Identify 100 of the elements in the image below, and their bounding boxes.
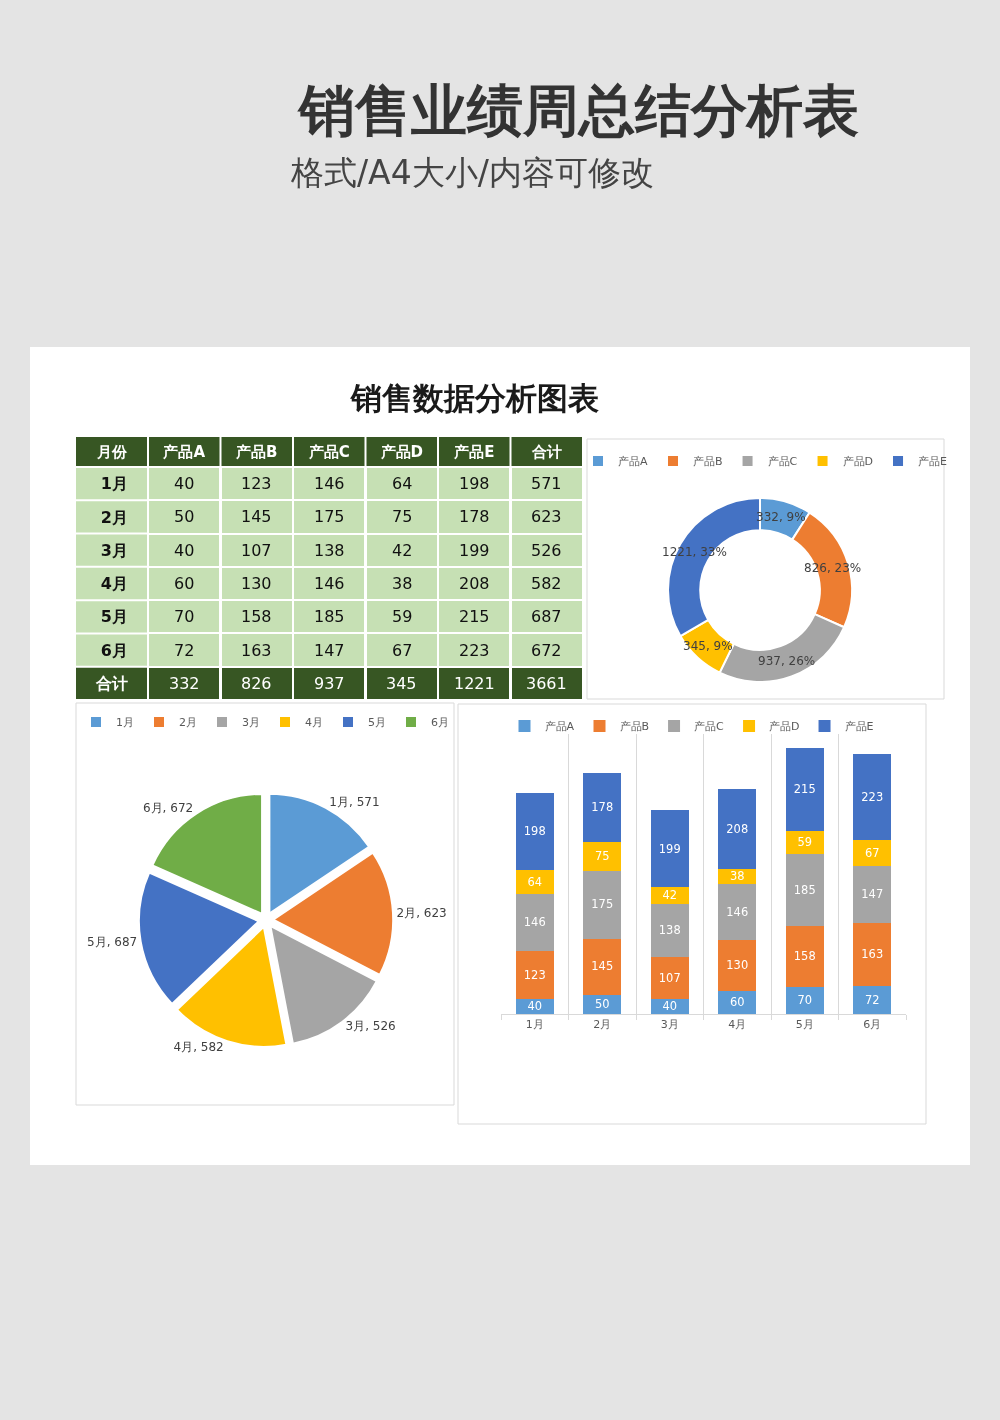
x-tick-label: 6月	[863, 1018, 882, 1032]
y-tick-label: 3月	[100, 540, 128, 560]
chart-title: 销售数据分析图表	[349, 380, 599, 416]
y-axis-title: 月份	[96, 443, 128, 461]
data-label: 40	[174, 474, 195, 493]
data-label: 146	[726, 904, 749, 919]
data-label: 215	[459, 607, 490, 626]
bar	[718, 940, 757, 991]
x-tick-label: 产品E	[453, 443, 495, 461]
data-label: 223	[459, 641, 490, 660]
data-label: 138	[314, 541, 345, 560]
bar	[583, 772, 622, 842]
data-label: 175	[314, 507, 345, 526]
x-tick-label: 3月	[660, 1018, 679, 1032]
data-label: 75	[392, 507, 413, 526]
data-label: 163	[861, 947, 884, 962]
data-label: 147	[314, 641, 345, 660]
bar	[515, 950, 554, 999]
legend-label: 4月	[305, 716, 323, 730]
data-label: 145	[591, 959, 614, 974]
bar	[785, 831, 824, 855]
data-label: 38	[729, 869, 745, 884]
data-label: 185	[793, 882, 816, 897]
data-label: 130	[726, 958, 749, 973]
data-label: 50	[594, 997, 610, 1012]
data-label: 215	[793, 782, 816, 797]
data-label: 59	[392, 607, 413, 626]
bar	[650, 810, 689, 888]
data-label: 38	[392, 574, 413, 593]
y-tick-label: 5月	[100, 607, 128, 627]
text: 格式/A4大小/内容可修改	[290, 153, 654, 192]
data-label: 1月, 571	[329, 795, 380, 810]
data-label: 146	[314, 574, 345, 593]
text: 销售业绩周总结分析表	[297, 78, 859, 143]
data-label: 40	[174, 541, 195, 560]
legend-label: 6月	[431, 716, 449, 730]
data-label: 146	[314, 474, 345, 493]
legend-label: 5月	[368, 716, 386, 730]
data-label: 571	[531, 474, 562, 493]
data-label: 42	[662, 888, 678, 903]
data-label: 6月, 672	[142, 801, 194, 816]
data-label: 332	[169, 674, 200, 693]
data-label: 199	[658, 841, 681, 856]
legend-label: 3月	[242, 716, 260, 730]
x-tick-label: 5月	[795, 1018, 814, 1032]
data-label: 67	[392, 641, 413, 660]
data-label: 158	[793, 949, 816, 964]
bar	[853, 753, 892, 841]
data-label: 178	[459, 507, 490, 526]
x-tick-label: 产品B	[235, 443, 278, 461]
data-label: 60	[729, 995, 745, 1010]
data-label: 123	[523, 967, 546, 982]
data-label: 123	[241, 474, 272, 493]
data-label: 107	[658, 970, 681, 985]
y-tick-label: 6月	[100, 640, 128, 660]
data-label: 185	[314, 607, 345, 626]
bar	[785, 986, 824, 1014]
data-label: 223	[861, 789, 884, 804]
data-label: 138	[658, 923, 681, 938]
data-label: 826	[241, 674, 272, 693]
data-label: 937	[314, 674, 345, 693]
data-label: 199	[459, 541, 490, 560]
legend-label: 产品E	[844, 720, 874, 734]
data-label: 2月, 623	[396, 905, 447, 920]
data-label: 107	[241, 541, 272, 560]
bar	[515, 894, 554, 951]
bar	[785, 925, 824, 987]
data-label: 687	[531, 607, 562, 626]
data-label: 208	[459, 574, 490, 593]
data-label: 70	[797, 993, 813, 1008]
y-tick-label: 合计	[95, 673, 128, 693]
bar	[583, 938, 622, 995]
data-label: 178	[591, 800, 614, 815]
data-label: 40	[662, 999, 678, 1014]
data-label: 3月, 526	[345, 1019, 396, 1034]
data-label: 208	[726, 821, 749, 836]
bar	[853, 986, 892, 1014]
bar	[718, 788, 757, 870]
bar	[853, 840, 892, 867]
data-label: 1221	[454, 674, 495, 693]
x-tick-label: 1月	[525, 1018, 544, 1032]
x-tick-label: 产品C	[307, 443, 350, 461]
legend-label: 产品D	[769, 720, 800, 734]
data-label: 5月, 687	[87, 934, 138, 949]
data-label: 198	[523, 824, 546, 839]
data-label: 147	[861, 887, 884, 902]
data-label: 145	[241, 507, 272, 526]
data-label: 582	[531, 574, 562, 593]
data-label: 64	[527, 874, 543, 889]
data-label: 175	[591, 897, 614, 912]
y-tick-label: 4月	[100, 574, 128, 594]
x-tick-label: 4月	[728, 1018, 747, 1032]
data-label: 198	[459, 474, 490, 493]
data-label: 50	[174, 507, 195, 526]
bar	[785, 748, 824, 832]
bar	[583, 870, 622, 939]
bar	[515, 792, 554, 870]
legend-label: 2月	[179, 716, 197, 730]
data-label: 623	[531, 507, 562, 526]
bar	[650, 903, 689, 958]
